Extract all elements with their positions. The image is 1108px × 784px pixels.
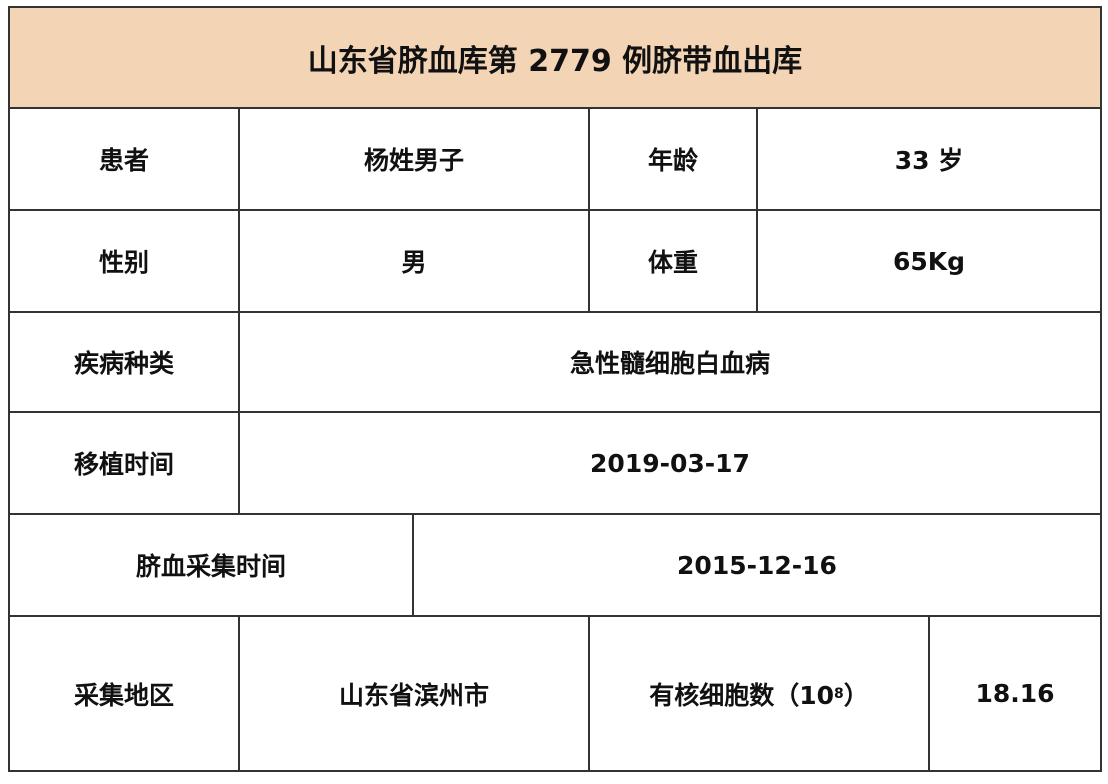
collection-value: 2015-12-16	[414, 515, 1100, 617]
cord-blood-release-table: 山东省脐血库第 2779 例脐带血出库 患者 杨姓男子 年龄 33 岁 性别 男…	[8, 6, 1102, 772]
region-value: 山东省滨州市	[240, 617, 590, 770]
age-label: 年龄	[590, 109, 758, 211]
weight-value: 65Kg	[758, 211, 1100, 313]
cells-label-close: ）	[843, 680, 869, 710]
sex-label: 性别	[10, 211, 240, 313]
cells-exponent: 8	[834, 685, 844, 702]
cells-label-text: 有核细胞数（10	[649, 680, 835, 710]
disease-label: 疾病种类	[10, 313, 240, 413]
weight-label: 体重	[590, 211, 758, 313]
patient-value: 杨姓男子	[240, 109, 590, 211]
region-label: 采集地区	[10, 617, 240, 770]
nucleated-cells-value: 18.16	[975, 679, 1055, 708]
collection-label: 脐血采集时间	[10, 515, 414, 617]
transplant-value: 2019-03-17	[240, 413, 1100, 515]
transplant-label: 移植时间	[10, 413, 240, 515]
disease-value: 急性髓细胞白血病	[240, 313, 1100, 413]
sex-value: 男	[240, 211, 590, 313]
age-value: 33 岁	[758, 109, 1100, 211]
nucleated-cells-label: 有核细胞数（10 8）	[590, 617, 930, 770]
patient-label: 患者	[10, 109, 240, 211]
table-title: 山东省脐血库第 2779 例脐带血出库	[10, 8, 1100, 109]
